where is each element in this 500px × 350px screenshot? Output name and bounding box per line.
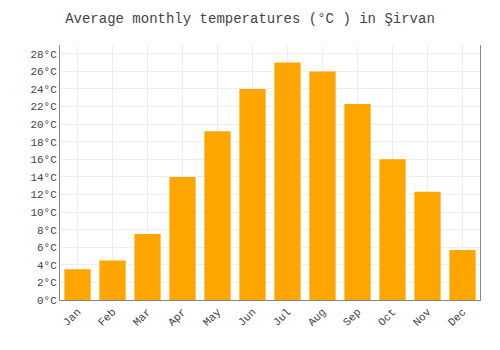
svg-text:Sep: Sep xyxy=(341,306,363,328)
svg-text:6°C: 6°C xyxy=(37,242,57,254)
svg-text:Jun: Jun xyxy=(236,306,258,328)
svg-text:16°C: 16°C xyxy=(30,154,57,166)
svg-text:Oct: Oct xyxy=(376,306,398,328)
svg-text:0°C: 0°C xyxy=(37,295,57,307)
svg-text:12°C: 12°C xyxy=(30,189,57,201)
svg-text:18°C: 18°C xyxy=(30,137,57,149)
svg-text:Aug: Aug xyxy=(306,306,328,328)
svg-text:Jul: Jul xyxy=(271,306,293,328)
svg-text:22°C: 22°C xyxy=(30,101,57,113)
svg-text:Apr: Apr xyxy=(166,306,188,328)
svg-text:Mar: Mar xyxy=(131,306,153,328)
svg-text:14°C: 14°C xyxy=(30,172,57,184)
svg-text:4°C: 4°C xyxy=(37,260,57,272)
svg-text:Jan: Jan xyxy=(61,306,83,328)
svg-text:28°C: 28°C xyxy=(30,49,57,61)
svg-text:Nov: Nov xyxy=(411,306,434,329)
svg-text:Feb: Feb xyxy=(96,306,118,328)
svg-text:May: May xyxy=(201,306,224,329)
svg-text:8°C: 8°C xyxy=(37,225,57,237)
svg-text:Dec: Dec xyxy=(446,306,468,328)
svg-text:26°C: 26°C xyxy=(30,66,57,78)
svg-text:10°C: 10°C xyxy=(30,207,57,219)
svg-text:Average monthly temperatures (: Average monthly temperatures (°C ) in Şi… xyxy=(65,11,435,27)
svg-text:2°C: 2°C xyxy=(37,277,57,289)
svg-text:24°C: 24°C xyxy=(30,84,57,96)
svg-text:20°C: 20°C xyxy=(30,119,57,131)
